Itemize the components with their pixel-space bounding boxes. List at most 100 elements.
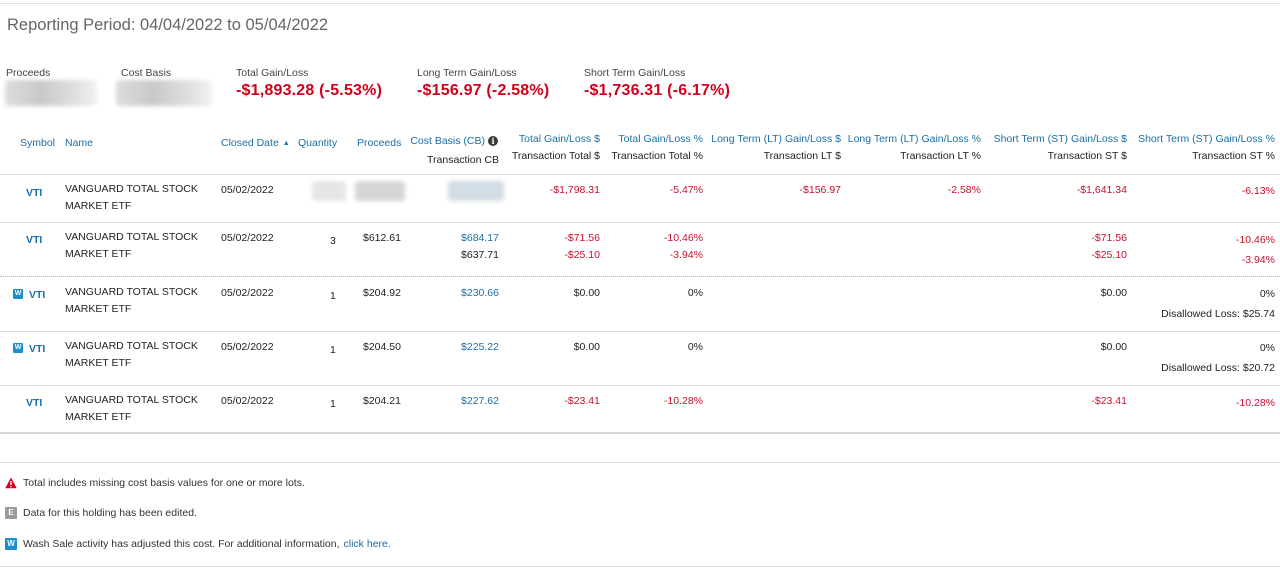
cost-basis-link[interactable]: $684.17 [461, 232, 499, 244]
table-bottom-divider [0, 432, 1280, 434]
col-lt-gl-pct[interactable]: Long Term (LT) Gain/Loss % [847, 133, 981, 145]
col-st-gl-sub: Transaction ST $ [1047, 150, 1127, 162]
top-divider [0, 3, 1280, 4]
info-icon[interactable]: i [488, 136, 498, 147]
quantity: 1 [330, 290, 336, 302]
cost-basis-link[interactable]: $230.66 [461, 287, 499, 299]
warning-icon [5, 477, 17, 489]
cost-basis-link[interactable]: $227.62 [461, 395, 499, 407]
security-name-line1: VANGUARD TOTAL STOCK [65, 183, 198, 195]
col-closed-date-label: Closed Date [221, 137, 279, 149]
col-cost-basis-label: Cost Basis (CB) [410, 135, 485, 147]
st-gl-pct: -10.28% [1235, 397, 1275, 409]
row-divider [0, 385, 1280, 386]
cost-basis-redacted [448, 181, 504, 201]
security-name: VANGUARD TOTAL STOCK MARKET ETF [65, 284, 198, 318]
legend-wash-sale: W Wash Sale activity has adjusted this c… [5, 538, 391, 550]
security-name: VANGUARD TOTAL STOCK MARKET ETF [65, 229, 198, 263]
col-lt-gl[interactable]: Long Term (LT) Gain/Loss $ [711, 133, 841, 145]
header-divider [0, 174, 1280, 175]
cost-basis-link[interactable]: $225.22 [461, 341, 499, 353]
total-gl-pct: -10.46% [663, 232, 703, 244]
legend-edited-text: Data for this holding has been edited. [23, 507, 197, 519]
legend-missing-cost-basis-text: Total includes missing cost basis values… [23, 477, 305, 489]
col-st-gl-pct[interactable]: Short Term (ST) Gain/Loss % [1138, 133, 1275, 145]
proceeds-redacted [355, 181, 405, 201]
symbol-link[interactable]: VTI [29, 289, 46, 301]
total-gl: -$1,798.31 [549, 184, 600, 196]
summary-total-label: Total Gain/Loss [236, 67, 309, 79]
disallowed-loss: Disallowed Loss: $20.72 [1161, 362, 1275, 374]
sort-ascending-icon: ▲ [282, 140, 290, 147]
total-gl-pct: 0% [687, 341, 703, 353]
transaction-total-pct: -3.94% [669, 249, 703, 261]
total-gl-pct: 0% [687, 287, 703, 299]
lt-gl: -$156.97 [799, 184, 841, 196]
security-name-line2: MARKET ETF [65, 200, 132, 212]
bottom-divider [0, 566, 1280, 567]
quantity: 3 [330, 235, 336, 247]
transaction-total: -$25.10 [564, 249, 600, 261]
click-here-link[interactable]: click here. [343, 538, 391, 550]
st-gl-pct: 0% [1259, 342, 1275, 354]
col-lt-gl-pct-sub: Transaction LT % [900, 150, 981, 162]
total-gl: $0.00 [573, 287, 600, 299]
edited-icon: E [5, 507, 17, 519]
st-gl: -$23.41 [1091, 395, 1127, 407]
security-name-line2: MARKET ETF [65, 357, 132, 369]
summary-total-value: -$1,893.28 (-5.53%) [236, 82, 383, 99]
st-gl: $0.00 [1100, 287, 1127, 299]
closed-date: 05/02/2022 [221, 341, 274, 353]
summary-cost-basis-label: Cost Basis [121, 67, 172, 79]
summary-st-value: -$1,736.31 (-6.17%) [584, 82, 731, 99]
symbol-link[interactable]: VTI [26, 234, 43, 246]
proceeds: $204.50 [363, 341, 401, 353]
symbol-link[interactable]: VTI [29, 343, 46, 355]
col-total-gl-pct-sub: Transaction Total % [611, 150, 703, 162]
quantity: 1 [330, 398, 336, 410]
closed-date: 05/02/2022 [221, 395, 274, 407]
security-name-line1: VANGUARD TOTAL STOCK [65, 340, 198, 352]
col-name[interactable]: Name [65, 137, 94, 149]
reporting-period: Reporting Period: 04/04/2022 to 05/04/20… [7, 16, 329, 34]
col-st-gl[interactable]: Short Term (ST) Gain/Loss $ [993, 133, 1127, 145]
security-name: VANGUARD TOTAL STOCK MARKET ETF [65, 392, 198, 426]
summary-cost-basis-redacted [116, 80, 212, 106]
quantity: 1 [330, 344, 336, 356]
total-gl-pct: -5.47% [669, 184, 703, 196]
quantity-redacted [312, 181, 346, 201]
col-proceeds[interactable]: Proceeds [357, 137, 402, 149]
symbol-link[interactable]: VTI [26, 187, 43, 199]
col-total-gl-sub: Transaction Total $ [511, 150, 600, 162]
security-name-line2: MARKET ETF [65, 411, 132, 423]
st-gl-pct: 0% [1259, 288, 1275, 300]
legend-edited: E Data for this holding has been edited. [5, 507, 197, 519]
wash-sale-badge[interactable]: W [13, 289, 23, 299]
total-gl: -$71.56 [564, 232, 600, 244]
col-lt-gl-sub: Transaction LT $ [763, 150, 841, 162]
col-total-gl[interactable]: Total Gain/Loss $ [518, 133, 600, 145]
col-symbol[interactable]: Symbol [20, 137, 56, 149]
closed-date: 05/02/2022 [221, 287, 274, 299]
col-closed-date[interactable]: Closed Date ▲ [221, 137, 290, 149]
col-cost-basis[interactable]: Cost Basis (CB) i [410, 135, 498, 147]
symbol-link[interactable]: VTI [26, 397, 43, 409]
closed-date: 05/02/2022 [221, 232, 274, 244]
summary-lt-value: -$156.97 (-2.58%) [417, 82, 550, 99]
st-gl-pct: -6.13% [1241, 185, 1275, 197]
security-name: VANGUARD TOTAL STOCK MARKET ETF [65, 181, 198, 215]
legend-wash-sale-text: Wash Sale activity has adjusted this cos… [23, 538, 340, 550]
legend-missing-cost-basis: Total includes missing cost basis values… [5, 477, 305, 489]
col-quantity[interactable]: Quantity [298, 137, 338, 149]
wash-sale-badge[interactable]: W [13, 343, 23, 353]
lt-gl-pct: -2.58% [947, 184, 981, 196]
row-divider [0, 276, 1280, 277]
proceeds: $612.61 [363, 232, 401, 244]
col-total-gl-pct[interactable]: Total Gain/Loss % [618, 133, 703, 145]
st-gl: -$1,641.34 [1076, 184, 1127, 196]
transaction-st: -$25.10 [1091, 249, 1127, 261]
wash-sale-icon: W [5, 538, 17, 550]
security-name: VANGUARD TOTAL STOCK MARKET ETF [65, 338, 198, 372]
disallowed-loss: Disallowed Loss: $25.74 [1161, 308, 1275, 320]
security-name-line2: MARKET ETF [65, 303, 132, 315]
